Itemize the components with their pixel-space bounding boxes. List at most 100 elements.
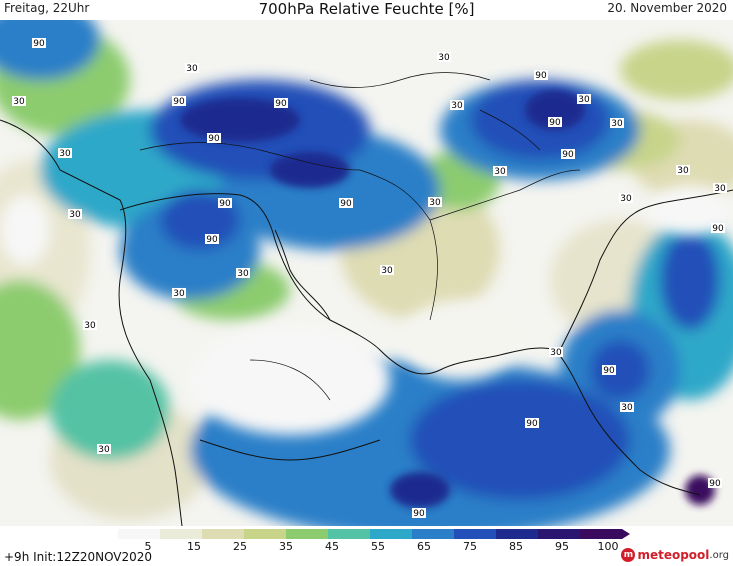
map-canvas: 90 90 90 90 90 90 90 90 90 90 90 90 90 9… [0, 20, 733, 526]
svg-text:30: 30 [173, 289, 185, 299]
brand-domain: .org [709, 549, 729, 561]
contour-label: 30 [428, 197, 442, 208]
scale-segment [496, 529, 538, 539]
contour-label: 30 [185, 63, 199, 74]
svg-text:90: 90 [33, 39, 45, 49]
scale-tick-label: 15 [187, 540, 201, 553]
humidity-cores [180, 90, 715, 508]
humidity-field [0, 20, 733, 526]
contour-label: 30 [83, 320, 97, 331]
svg-text:30: 30 [578, 95, 590, 105]
scale-segment [244, 529, 286, 539]
contour-label: 90 [525, 418, 539, 429]
contour-label: 90 [412, 508, 426, 519]
contour-label: 30 [577, 94, 591, 105]
svg-text:30: 30 [13, 97, 25, 107]
contour-label: 90 [602, 365, 616, 376]
svg-text:90: 90 [549, 118, 561, 128]
scale-segment [328, 529, 370, 539]
contour-label: 30 [713, 183, 727, 194]
contour-label: 30 [619, 193, 633, 204]
svg-text:30: 30 [620, 194, 632, 204]
svg-text:30: 30 [714, 184, 726, 194]
brand-name: meteopool [637, 548, 710, 562]
scale-tick-label: 65 [417, 540, 431, 553]
contour-label: 90 [548, 117, 562, 128]
contour-label: 30 [68, 209, 82, 220]
svg-text:30: 30 [186, 64, 198, 74]
scale-max-arrow [622, 529, 630, 539]
map-title: 700hPa Relative Feuchte [%] [258, 0, 475, 18]
svg-text:30: 30 [98, 445, 110, 455]
contour-label: 30 [172, 288, 186, 299]
valid-date: 20. November 2020 [607, 1, 727, 15]
scale-tick-label: 55 [371, 540, 385, 553]
contour-label: 30 [450, 100, 464, 111]
svg-text:30: 30 [550, 348, 562, 358]
scale-tick-label: 95 [555, 540, 569, 553]
svg-text:30: 30 [494, 167, 506, 177]
scale-segment [286, 529, 328, 539]
scale-tick-label: 35 [279, 540, 293, 553]
scale-segment [454, 529, 496, 539]
svg-text:30: 30 [611, 119, 623, 129]
borders [139, 72, 581, 401]
scale-tick-label: 5 [144, 540, 152, 553]
coastlines [0, 119, 733, 526]
svg-text:90: 90 [603, 366, 615, 376]
contour-label: 90 [172, 96, 186, 107]
contour-label: 90 [32, 38, 46, 49]
svg-text:30: 30 [237, 269, 249, 279]
scale-tick-label: 25 [233, 540, 247, 553]
svg-text:90: 90 [709, 479, 721, 489]
scale-segment [160, 529, 202, 539]
svg-text:90: 90 [562, 150, 574, 160]
contour-label: 90 [207, 133, 221, 144]
svg-text:90: 90 [340, 199, 352, 209]
contour-label: 30 [236, 268, 250, 279]
scale-segment [202, 529, 244, 539]
scale-tick-label: 85 [509, 540, 523, 553]
scale-segment [412, 529, 454, 539]
svg-text:30: 30 [84, 321, 96, 331]
contour-label: 30 [549, 347, 563, 358]
svg-text:90: 90 [535, 71, 547, 81]
scale-segment [118, 529, 160, 539]
scale-segment [538, 529, 580, 539]
scale-segment [370, 529, 412, 539]
contour-label: 90 [711, 223, 725, 234]
contour-label: 90 [205, 234, 219, 245]
svg-text:30: 30 [59, 149, 71, 159]
contour-label: 30 [676, 165, 690, 176]
contour-label: 90 [274, 98, 288, 109]
svg-text:90: 90 [526, 419, 538, 429]
svg-text:90: 90 [712, 224, 724, 234]
meteopool-logo[interactable]: m meteopool .org [621, 547, 729, 563]
contour-label: 30 [493, 166, 507, 177]
svg-text:90: 90 [413, 509, 425, 519]
svg-text:30: 30 [438, 53, 450, 63]
map-footer: 5 15 25 35 45 55 65 75 85 95 100 +9h Init:12Z20NOV… [0, 526, 733, 566]
contour-label: 30 [380, 265, 394, 276]
valid-time: Freitag, 22Uhr [4, 1, 90, 15]
contour-labels: 90 90 90 90 90 90 90 90 90 90 90 90 90 9… [12, 38, 727, 519]
scale-labels: 5 15 25 35 45 55 65 75 85 95 100 [0, 540, 733, 554]
contour-label: 90 [339, 198, 353, 209]
svg-text:30: 30 [621, 403, 633, 413]
svg-text:30: 30 [429, 198, 441, 208]
contour-label: 90 [708, 478, 722, 489]
contour-label: 30 [97, 444, 111, 455]
svg-text:90: 90 [173, 97, 185, 107]
svg-text:30: 30 [677, 166, 689, 176]
scale-tick-label: 75 [463, 540, 477, 553]
contour-label: 30 [437, 52, 451, 63]
model-run-info: +9h Init:12Z20NOV2020 [4, 550, 153, 564]
meteopool-icon: m [621, 548, 636, 562]
svg-text:90: 90 [208, 134, 220, 144]
contour-label: 90 [218, 198, 232, 209]
svg-text:90: 90 [206, 235, 218, 245]
scale-tick-label: 100 [597, 540, 619, 553]
svg-text:30: 30 [451, 101, 463, 111]
contour-label: 30 [610, 118, 624, 129]
svg-text:30: 30 [381, 266, 393, 276]
